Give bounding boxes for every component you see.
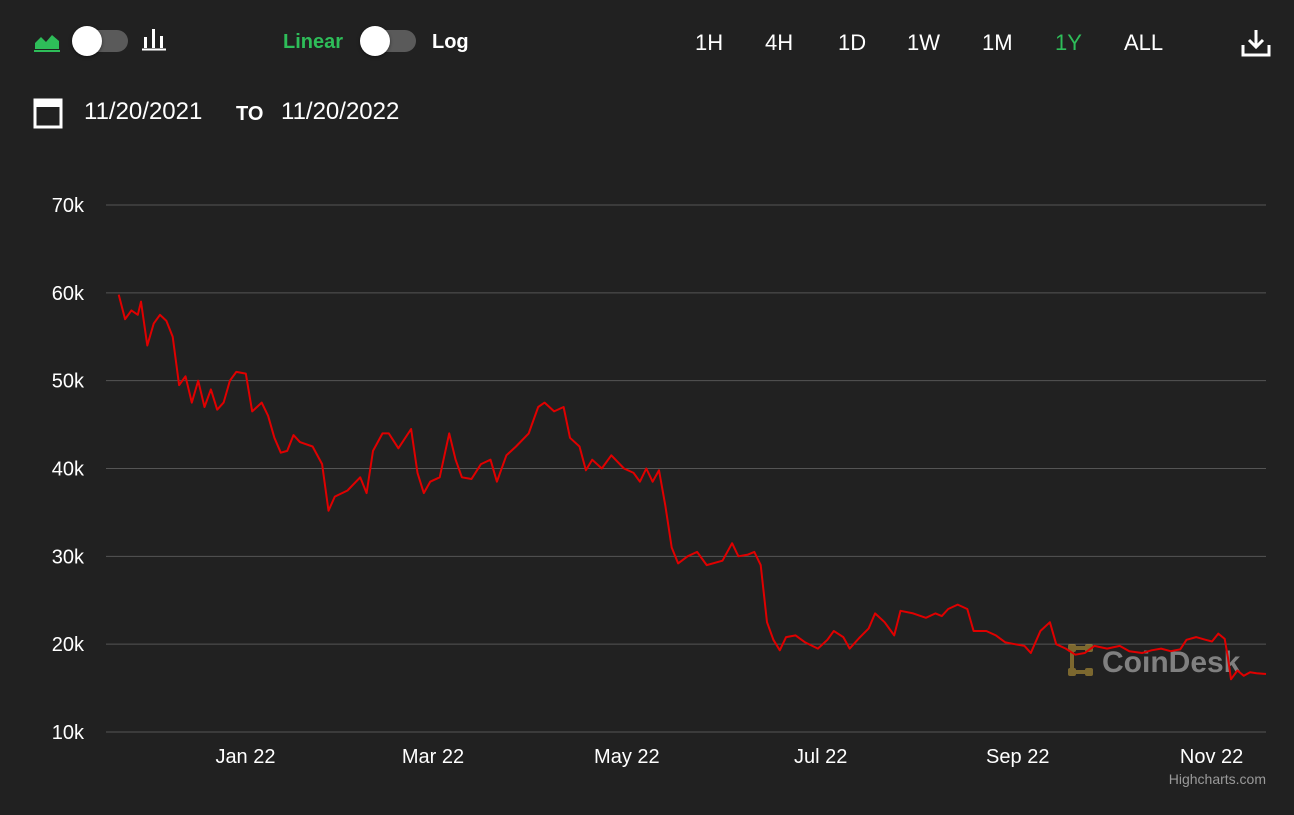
y-axis-labels: 10k 20k 30k 40k 50k 60k 70k: [52, 195, 85, 744]
grid: [106, 204, 1266, 733]
start-date-field[interactable]: 11/20/2021: [84, 98, 203, 125]
x-tick-label: Nov 22: [1180, 746, 1243, 768]
log-scale-label[interactable]: Log: [432, 31, 469, 53]
y-tick-label: 50k: [52, 371, 85, 393]
range-1y-button[interactable]: 1Y: [1055, 30, 1082, 55]
highcharts-credit-link[interactable]: Highcharts.com: [1169, 771, 1266, 787]
x-tick-label: Jan 22: [215, 746, 275, 768]
date-separator: TO: [236, 103, 264, 125]
calendar-icon[interactable]: [33, 95, 63, 129]
coindesk-logo-icon: [1068, 644, 1093, 676]
toggle-knob: [72, 26, 102, 56]
range-1w-button[interactable]: 1W: [907, 30, 940, 55]
y-tick-label: 30k: [52, 546, 85, 568]
range-1m-button[interactable]: 1M: [982, 30, 1013, 55]
scale-toggle[interactable]: [360, 26, 416, 56]
y-tick-label: 40k: [52, 459, 85, 481]
bar-chart-icon[interactable]: [142, 27, 166, 51]
y-tick-label: 20k: [52, 634, 85, 656]
range-1d-button[interactable]: 1D: [838, 30, 867, 55]
x-tick-label: Sep 22: [986, 746, 1049, 768]
download-icon[interactable]: [1240, 28, 1272, 58]
x-tick-label: May 22: [594, 746, 660, 768]
range-all-button[interactable]: ALL: [1124, 30, 1164, 55]
x-tick-label: Jul 22: [794, 746, 847, 768]
chart-type-toggle[interactable]: [72, 26, 128, 56]
area-chart-icon[interactable]: [33, 29, 61, 53]
y-tick-label: 10k: [52, 722, 85, 744]
y-tick-label: 60k: [52, 283, 85, 305]
price-series-line: [117, 294, 1267, 681]
y-tick-label: 70k: [52, 195, 85, 217]
toggle-knob: [360, 26, 390, 56]
range-1h-button[interactable]: 1H: [695, 30, 724, 55]
date-range-bar: 11/20/2021 TO 11/20/2022: [0, 90, 600, 134]
range-4h-button[interactable]: 4H: [765, 30, 794, 55]
x-axis-labels: Jan 22 Mar 22 May 22 Jul 22 Sep 22 Nov 22: [215, 746, 1243, 768]
linear-scale-label[interactable]: Linear: [283, 31, 344, 53]
x-tick-label: Mar 22: [402, 746, 464, 768]
end-date-field[interactable]: 11/20/2022: [281, 98, 400, 125]
chart-toolbar: Linear Log 1H 4H 1D 1W 1M 1Y ALL: [0, 0, 1294, 80]
